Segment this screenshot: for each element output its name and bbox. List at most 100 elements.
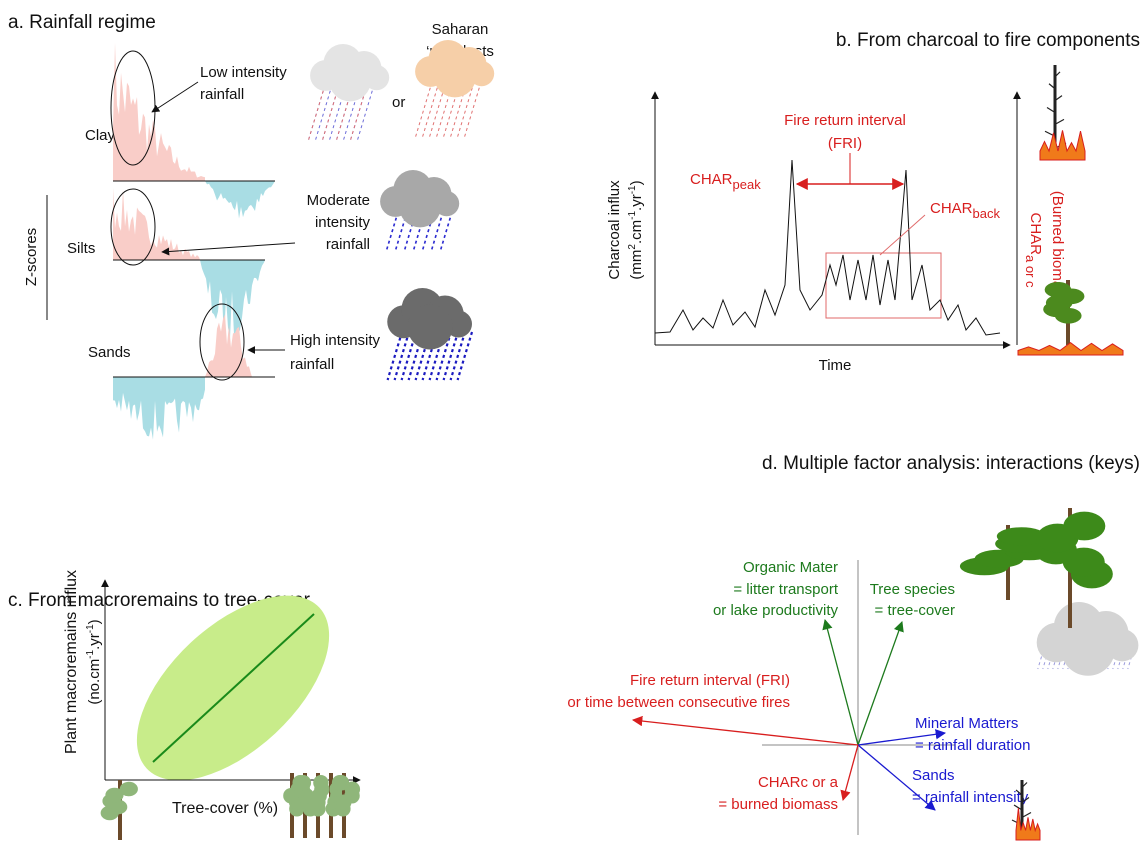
label: Sands (912, 767, 955, 784)
label: Sands (88, 344, 131, 361)
rain-streak (435, 331, 453, 381)
rain-streak (422, 81, 440, 138)
unit-text: ) (86, 619, 103, 624)
tree-foliage (295, 774, 312, 791)
rain-streak (315, 84, 333, 141)
signal-area (113, 187, 200, 260)
unit-text: (no.cm (86, 659, 103, 705)
panel-c: c. From macroremains to tree-cover Plant… (8, 570, 361, 817)
rain-streak (456, 331, 474, 381)
tree-foliage (313, 774, 329, 791)
cloud-icon (415, 40, 495, 98)
signal-area (205, 314, 252, 377)
dead-branch (1013, 804, 1023, 811)
unit-text: .yr (628, 194, 645, 211)
vector-arrow (857, 744, 936, 811)
label: Fire return interval (FRI) (630, 672, 790, 689)
axis-label: CHARa or c (1023, 212, 1044, 288)
dead-branch (1048, 83, 1056, 90)
label: Clay (85, 127, 116, 144)
flame (1015, 808, 1041, 841)
tree-icon (1034, 508, 1113, 628)
label: Tree species (870, 581, 955, 598)
vector-arrow (631, 715, 859, 746)
label: Mineral Matters (915, 715, 1018, 732)
label: Saharan (432, 21, 489, 38)
label: rainfall (326, 236, 370, 253)
leader-line (879, 214, 926, 256)
axis-units: (mm2.cm-1.yr-1) (627, 180, 645, 279)
label: CHARc or a (758, 774, 839, 791)
highlight-ellipse (110, 188, 156, 266)
dead-branch (1021, 797, 1030, 803)
label: intensity (315, 214, 371, 231)
label-main: CHAR (690, 171, 733, 188)
dead-branch (1021, 782, 1028, 788)
signal-area (113, 377, 205, 440)
unit-superscript: 2 (627, 244, 638, 250)
axis-label: Time (819, 357, 852, 374)
flame (1039, 130, 1086, 161)
panel-title: b. From charcoal to fire components (836, 30, 1140, 51)
label: = litter transport (733, 581, 838, 598)
unit-text: ) (628, 180, 645, 185)
tree-icon (1043, 280, 1085, 345)
rain-streak (439, 211, 453, 253)
label: Low intensity (200, 64, 287, 81)
cloud-icon (380, 170, 460, 228)
label-sub: peak (733, 177, 762, 192)
unit-text: (mm (628, 250, 645, 280)
pointer-arrow (161, 242, 296, 256)
axis-label: Z-scores (23, 228, 40, 286)
label: Fire return interval (784, 112, 906, 129)
axis-label: Plant macroremains influx (63, 570, 80, 754)
signal-area (113, 42, 205, 182)
cloud-icon (310, 44, 390, 102)
axis-units: (no.cm-1.yr-1) (85, 619, 103, 704)
dead-branch (1046, 106, 1056, 114)
flame (1017, 342, 1124, 356)
unit-text: .cm (628, 220, 645, 244)
dead-branch (1021, 811, 1032, 819)
tree-icon (333, 773, 361, 838)
label: High intensity (290, 332, 381, 349)
rain-streak (386, 331, 404, 381)
tree-foliage (1044, 281, 1072, 298)
dead-branch (1015, 789, 1023, 796)
label: Organic Mater (743, 559, 838, 576)
vector-arrow (840, 744, 859, 802)
highlight-ellipse (199, 303, 245, 381)
rain-streak (393, 331, 411, 381)
dead-branch (1054, 118, 1065, 125)
dead-branch (1054, 71, 1061, 78)
fire-icon (1039, 130, 1086, 161)
label: = burned biomass (718, 796, 838, 813)
panel-d: d. Multiple factor analysis: interaction… (567, 453, 1140, 835)
panel-title: d. Multiple factor analysis: interaction… (762, 453, 1140, 474)
label-main: CHAR (930, 200, 973, 217)
label: Moderate (307, 192, 370, 209)
cloud-puff (399, 185, 441, 228)
rain-streak (415, 81, 433, 138)
cloud-puff (407, 304, 453, 350)
signal-area (200, 260, 265, 340)
axis-label: Charcoal influx (606, 180, 623, 280)
unit-text: .yr (86, 633, 103, 650)
rain-streak (430, 211, 444, 253)
cloud-puff (329, 59, 371, 102)
tree-foliage (105, 787, 124, 803)
panel-title: c. From macroremains to tree-cover (8, 590, 311, 611)
pointer-arrow (151, 81, 199, 113)
label: CHARpeak (690, 171, 761, 192)
rain-streak (308, 84, 326, 141)
axis-label: Tree-cover (%) (172, 800, 278, 817)
unit-superscript: -1 (627, 211, 638, 220)
unit-superscript: -1 (85, 624, 96, 633)
background-box (825, 252, 942, 319)
label-sub: a or c (1023, 255, 1038, 288)
trend-line (152, 613, 315, 763)
dead-branch (1054, 95, 1063, 102)
tree-foliage (333, 774, 350, 791)
